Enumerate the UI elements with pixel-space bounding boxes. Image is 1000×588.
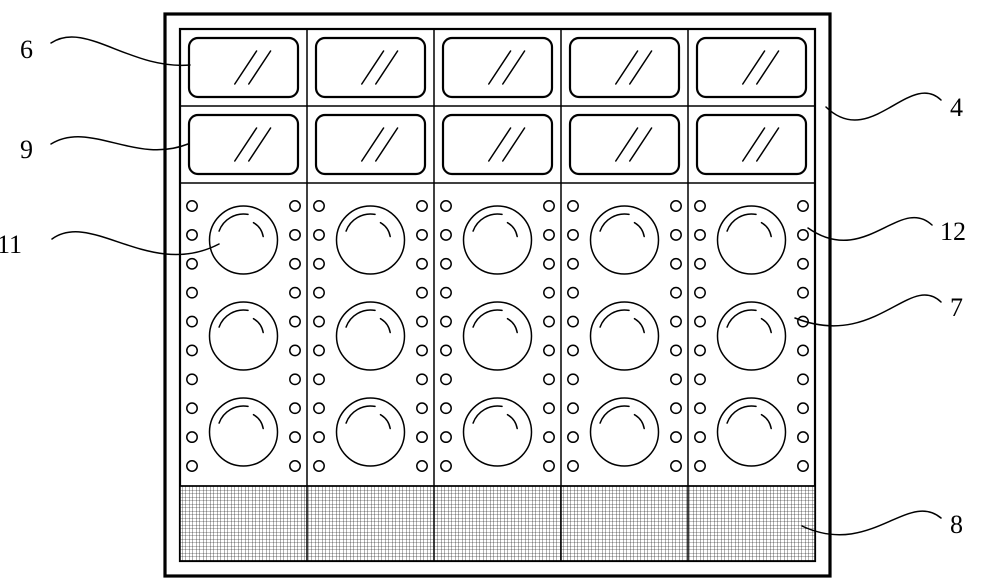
leader-8 [802,511,941,535]
callout-label-9: 9 [20,135,33,164]
leader-4 [826,93,941,120]
leader-6 [51,37,190,65]
leader-11 [52,232,219,255]
callout-label-11: 11 [0,230,22,259]
callout-label-8: 8 [950,510,963,539]
window-row-1 [189,38,806,97]
bottom-hatched-panel [180,486,815,561]
callout-label-12: 12 [940,217,966,246]
callout-label-7: 7 [950,293,963,322]
callout-label-4: 4 [950,93,963,122]
leader-9 [51,137,188,150]
window-row-2 [189,115,806,174]
leader-12 [808,218,932,241]
lens-panel [187,201,808,471]
callout-label-6: 6 [20,35,33,64]
technical-diagram: 6 9 11 4 12 7 8 [0,0,1000,588]
leader-7 [795,295,941,326]
